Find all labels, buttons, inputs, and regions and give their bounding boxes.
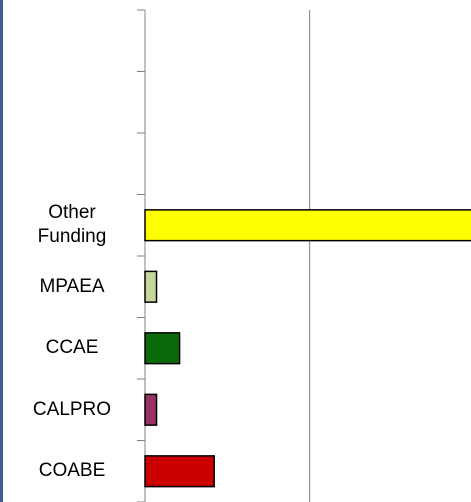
bar — [144, 393, 158, 426]
bar — [144, 270, 158, 303]
bar — [144, 455, 215, 488]
category-label: Other Funding — [37, 202, 107, 248]
category-label: CCAE — [45, 337, 99, 359]
category-label: MPAEA — [39, 275, 105, 297]
bar — [144, 209, 471, 242]
bar — [144, 332, 181, 365]
category-label: CALPRO — [32, 398, 112, 420]
window-edge — [0, 0, 3, 502]
category-label: COABE — [38, 460, 106, 482]
